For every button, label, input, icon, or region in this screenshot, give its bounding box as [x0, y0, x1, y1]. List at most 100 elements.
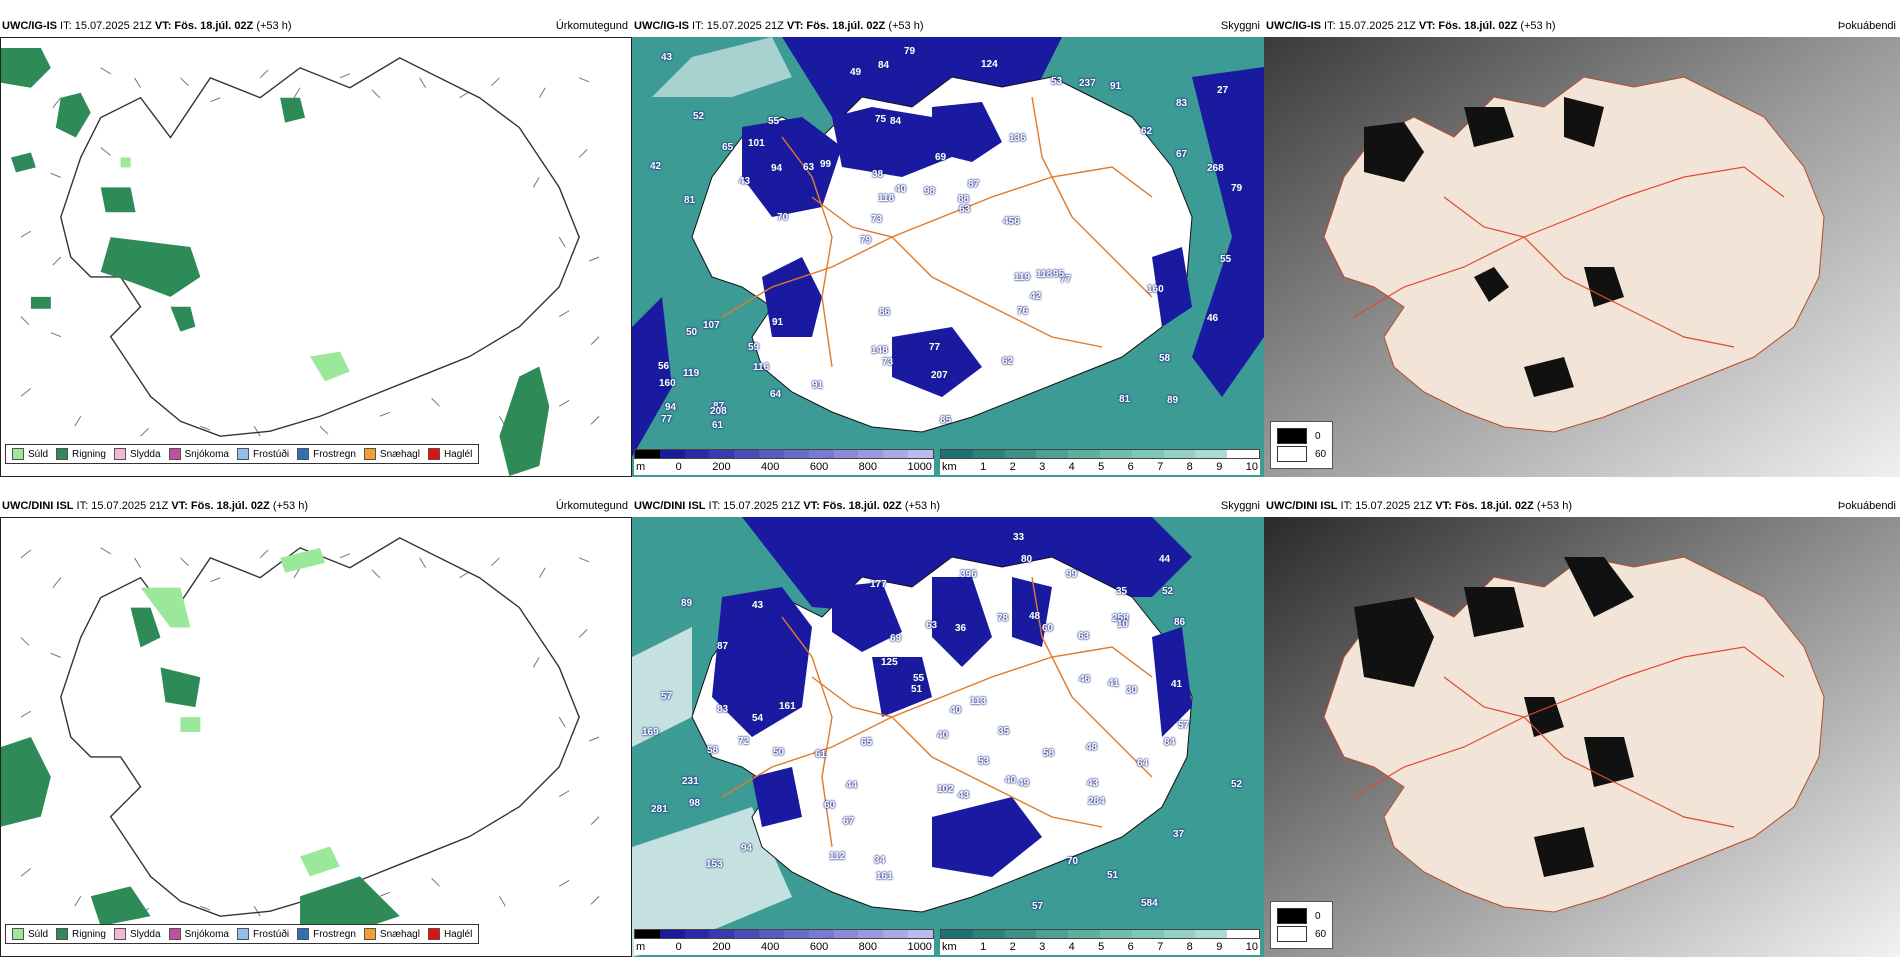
tick-label: 6 [1127, 941, 1134, 953]
cloud-base-value: 98 [924, 186, 936, 197]
cloud-base-value: 584 [1141, 898, 1158, 909]
cloud-base-value: 64 [770, 389, 782, 400]
legend-item: Rigning [56, 928, 106, 940]
cloud-base-value: 284 [1088, 796, 1105, 807]
cloud-base-value: 89 [1167, 395, 1179, 406]
tick-label: 600 [809, 461, 829, 473]
cloud-base-value: 58 [1159, 353, 1171, 364]
cloud-base-value: 80 [1021, 554, 1033, 565]
cloud-base-value: 112 [829, 851, 846, 862]
cloud-base-value: 41 [1171, 679, 1183, 690]
cloud-base-value: 456 [1003, 216, 1020, 227]
cloud-base-value: 62 [1141, 126, 1153, 137]
model-name: UWC/IG-IS [634, 20, 689, 32]
cloud-base-value: 396 [960, 569, 977, 580]
unit-label: m [636, 461, 646, 473]
cloud-base-value: 87 [713, 401, 725, 412]
product-type: Skyggni [1216, 15, 1260, 37]
legend-label: Snjókoma [184, 928, 229, 940]
rain-areas [1, 47, 550, 476]
visibility-colorbar: km 1 2 3 4 5 6 7 8 9 10 [940, 929, 1260, 955]
cloud-base-value: 10 [1117, 619, 1129, 630]
cloud-base-value: 83 [717, 704, 729, 715]
product-type: Þokuábendi [1833, 15, 1896, 37]
cloud-base-value: 63 [959, 204, 971, 215]
fog-patches [1364, 97, 1624, 397]
cloud-base-value: 46 [1079, 674, 1091, 685]
legend-label: Rigning [72, 448, 106, 460]
cloud-base-value: 63 [803, 162, 815, 173]
cloud-base-value: 94 [771, 163, 783, 174]
cloud-base-value: 60 [824, 800, 836, 811]
cloud-base-value: 84 [878, 60, 890, 71]
low-visibility-sea [652, 37, 792, 97]
swatch [168, 448, 181, 460]
visibility-map[interactable]: m 0 200 400 600 800 1000 km 1 2 3 4 5 6 … [632, 517, 1264, 957]
tick-label: 800 [858, 461, 877, 473]
legend-item: Snæhagl [363, 928, 420, 940]
panel-fog-bottom: UWC/DINI ISL IT: 15.07.2025 21Z VT: Fös.… [1264, 495, 1900, 957]
fog-map[interactable]: 0 60 [1264, 37, 1900, 477]
forecast-offset: (+53 h) [1517, 20, 1556, 32]
cloud-base-value: 59 [748, 342, 760, 353]
cloud-base-value: 44 [1159, 554, 1171, 565]
legend-item: Snjókoma [168, 928, 229, 940]
valid-time: VT: Fös. 18.júl. 02Z [803, 500, 902, 512]
swatch [56, 448, 69, 460]
cloud-base-value: 41 [1108, 678, 1120, 689]
tick-label: 1000 [907, 941, 932, 953]
roads [721, 576, 1153, 848]
panel-header: UWC/IG-IS IT: 15.07.2025 21Z VT: Fös. 18… [0, 15, 632, 37]
valid-time: VT: Fös. 18.júl. 02Z [786, 20, 886, 32]
forecast-offset: (+53 h) [885, 20, 924, 32]
tick-label: 0 [675, 941, 682, 953]
tick-label: 5 [1098, 461, 1105, 473]
swatch [363, 928, 376, 940]
model-name: UWC/DINI ISL [2, 500, 74, 512]
cloud-base-value: 33 [1013, 532, 1025, 543]
cloud-base-value: 88 [958, 194, 970, 205]
legend-label: Frostúði [252, 928, 290, 940]
cloud-base-value: 118 [878, 193, 895, 204]
fog-map[interactable]: 0 60 [1264, 517, 1900, 957]
visibility-ticks: km 1 2 3 4 5 6 7 8 9 10 [940, 459, 1260, 475]
cloud-base-value: 94 [741, 843, 753, 854]
legend-label: 0 [1315, 910, 1321, 922]
precip-map[interactable]: Súld Rigning Slydda Snjókoma Frostúði Fr… [0, 37, 632, 477]
roads [1353, 166, 1785, 348]
legend-item: 60 [1277, 446, 1326, 462]
precip-map[interactable]: Súld Rigning Slydda Snjókoma Frostúði Fr… [0, 517, 632, 957]
cloud-base-value: 85 [940, 415, 952, 426]
cloud-base-value: 70 [1067, 856, 1079, 867]
tick-label: 5 [1098, 941, 1105, 953]
legend-item: Snjókoma [168, 448, 229, 460]
cloud-base-value: 52 [1162, 586, 1174, 597]
issue-time: IT: 15.07.2025 21Z [73, 500, 172, 512]
cloud-base-value: 113 [970, 696, 987, 707]
cloudbase-ticks: m 0 200 400 600 800 1000 [634, 939, 934, 955]
product-type: Úrkomutegund [551, 15, 628, 37]
cloudbase-colorbar: m 0 200 400 600 800 1000 [634, 449, 934, 475]
forecast-offset: (+53 h) [901, 500, 940, 512]
cloud-base-value: 161 [779, 701, 796, 712]
drizzle-areas [120, 157, 350, 382]
cloud-base-value: 51 [911, 684, 923, 695]
panel-header: UWC/DINI ISL IT: 15.07.2025 21Z VT: Fös.… [1264, 495, 1900, 517]
cloud-base-value: 42 [1030, 291, 1042, 302]
roads [721, 96, 1153, 368]
tick-label: 9 [1216, 941, 1223, 953]
swatch [56, 928, 69, 940]
cloud-base-value: 107 [703, 320, 720, 331]
legend-label: Rigning [72, 928, 106, 940]
cloud-base-value: 237 [1079, 78, 1096, 89]
visibility-map[interactable]: m 0 200 400 600 800 1000 km 1 2 3 4 5 6 … [632, 37, 1264, 477]
tick-label: 9 [1216, 461, 1223, 473]
visibility-strip [940, 449, 1260, 459]
legend-label: 60 [1315, 928, 1327, 940]
tick-label: 0 [675, 461, 682, 473]
legend-label: Snjókoma [184, 448, 229, 460]
cloud-base-value: 57 [1032, 901, 1044, 912]
cloud-base-value: 76 [1017, 306, 1029, 317]
product-type: Skyggni [1216, 495, 1260, 517]
valid-time: VT: Fös. 18.júl. 02Z [171, 500, 270, 512]
